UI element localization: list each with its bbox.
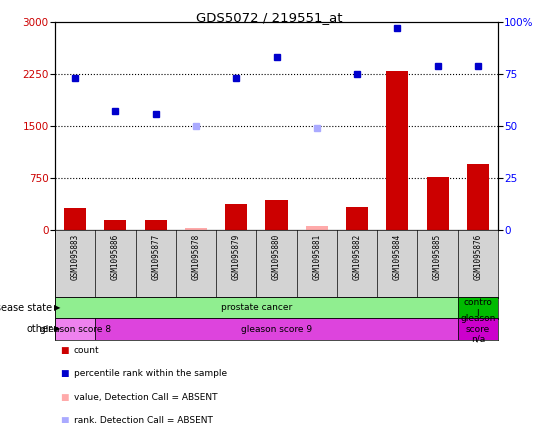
Text: GDS5072 / 219551_at: GDS5072 / 219551_at [196,11,343,24]
Text: prostate cancer: prostate cancer [221,303,292,313]
Text: GSM1095879: GSM1095879 [232,233,241,280]
Text: value, Detection Call = ABSENT: value, Detection Call = ABSENT [74,393,217,401]
Text: ■: ■ [60,346,69,355]
Text: GSM1095885: GSM1095885 [433,233,442,280]
Bar [225,204,247,230]
Text: GSM1095880: GSM1095880 [272,233,281,280]
Text: percentile rank within the sample: percentile rank within the sample [74,369,227,378]
Text: ■: ■ [60,416,69,423]
Text: ▶: ▶ [54,324,60,333]
Text: disease state: disease state [0,303,52,313]
Bar [105,220,127,230]
Text: contro
l: contro l [464,298,492,318]
Text: gleason score 9: gleason score 9 [241,324,312,333]
Text: GSM1095878: GSM1095878 [191,233,201,280]
Text: GSM1095884: GSM1095884 [393,233,402,280]
Text: GSM1095883: GSM1095883 [71,233,80,280]
Text: GSM1095882: GSM1095882 [353,233,362,280]
Bar [346,207,368,230]
Bar [185,228,207,230]
Text: GSM1095876: GSM1095876 [473,233,482,280]
Bar [265,200,288,230]
Bar [458,297,498,319]
Text: other: other [26,324,52,334]
Bar [64,208,86,230]
Text: GSM1095886: GSM1095886 [111,233,120,280]
Bar [458,318,498,340]
Bar [467,164,489,230]
Text: rank, Detection Call = ABSENT: rank, Detection Call = ABSENT [74,416,213,423]
Text: GSM1095877: GSM1095877 [151,233,160,280]
Bar [95,318,458,340]
Text: ■: ■ [60,393,69,401]
Text: gleason score 8: gleason score 8 [39,324,110,333]
Bar [144,220,167,230]
Text: ▶: ▶ [54,303,60,313]
Bar [386,71,409,230]
Text: ■: ■ [60,369,69,378]
Text: GSM1095881: GSM1095881 [312,233,321,280]
Text: gleason
score
n/a: gleason score n/a [460,314,495,344]
Bar [55,318,95,340]
Bar [426,177,448,230]
Text: count: count [74,346,100,355]
Bar [306,226,328,230]
